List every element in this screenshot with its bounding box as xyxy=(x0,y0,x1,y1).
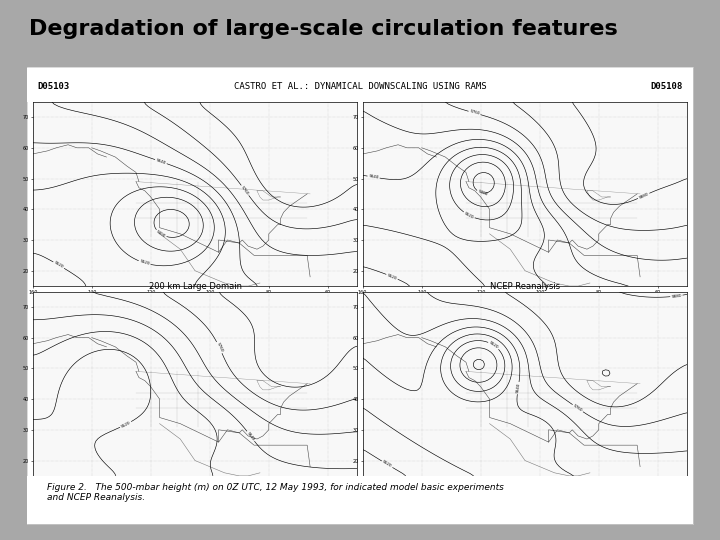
Title: 50 km Small Domain: 50 km Small Domain xyxy=(482,93,569,102)
Text: Degradation of large-scale circulation features: Degradation of large-scale circulation f… xyxy=(29,19,618,39)
Text: 5640: 5640 xyxy=(368,174,379,180)
Text: 5760: 5760 xyxy=(572,403,583,413)
Text: 5520: 5520 xyxy=(139,259,150,266)
Text: 5640: 5640 xyxy=(156,158,166,165)
Text: CASTRO ET AL.: DYNAMICAL DOWNSCALING USING RAMS: CASTRO ET AL.: DYNAMICAL DOWNSCALING USI… xyxy=(234,82,486,91)
Text: 5520: 5520 xyxy=(382,460,392,469)
Text: 5880: 5880 xyxy=(671,293,682,299)
Text: D05103: D05103 xyxy=(37,82,70,91)
Text: 5640: 5640 xyxy=(516,383,521,394)
Text: 5520: 5520 xyxy=(120,421,131,429)
Text: 5520: 5520 xyxy=(488,341,499,350)
Text: D05108: D05108 xyxy=(650,82,683,91)
Text: 5640: 5640 xyxy=(246,431,256,442)
Title: 200 km Small Domain: 200 km Small Domain xyxy=(149,93,241,102)
Text: 5520: 5520 xyxy=(387,273,397,281)
Text: 5400: 5400 xyxy=(156,230,166,239)
Text: 5400: 5400 xyxy=(477,189,488,197)
Text: 5760: 5760 xyxy=(469,110,480,116)
Text: 5520: 5520 xyxy=(464,211,474,220)
Text: 5880: 5880 xyxy=(638,192,649,200)
Text: 5520: 5520 xyxy=(53,261,64,269)
Title: 200 km Large Domain: 200 km Large Domain xyxy=(148,282,241,292)
Text: 5760: 5760 xyxy=(240,185,250,196)
Title: NCEP Reanalysis: NCEP Reanalysis xyxy=(490,282,560,292)
Text: 5760: 5760 xyxy=(215,342,223,353)
Text: Figure 2.   The 500-mbar height (m) on 0Z UTC, 12 May 1993, for indicated model : Figure 2. The 500-mbar height (m) on 0Z … xyxy=(48,483,504,503)
